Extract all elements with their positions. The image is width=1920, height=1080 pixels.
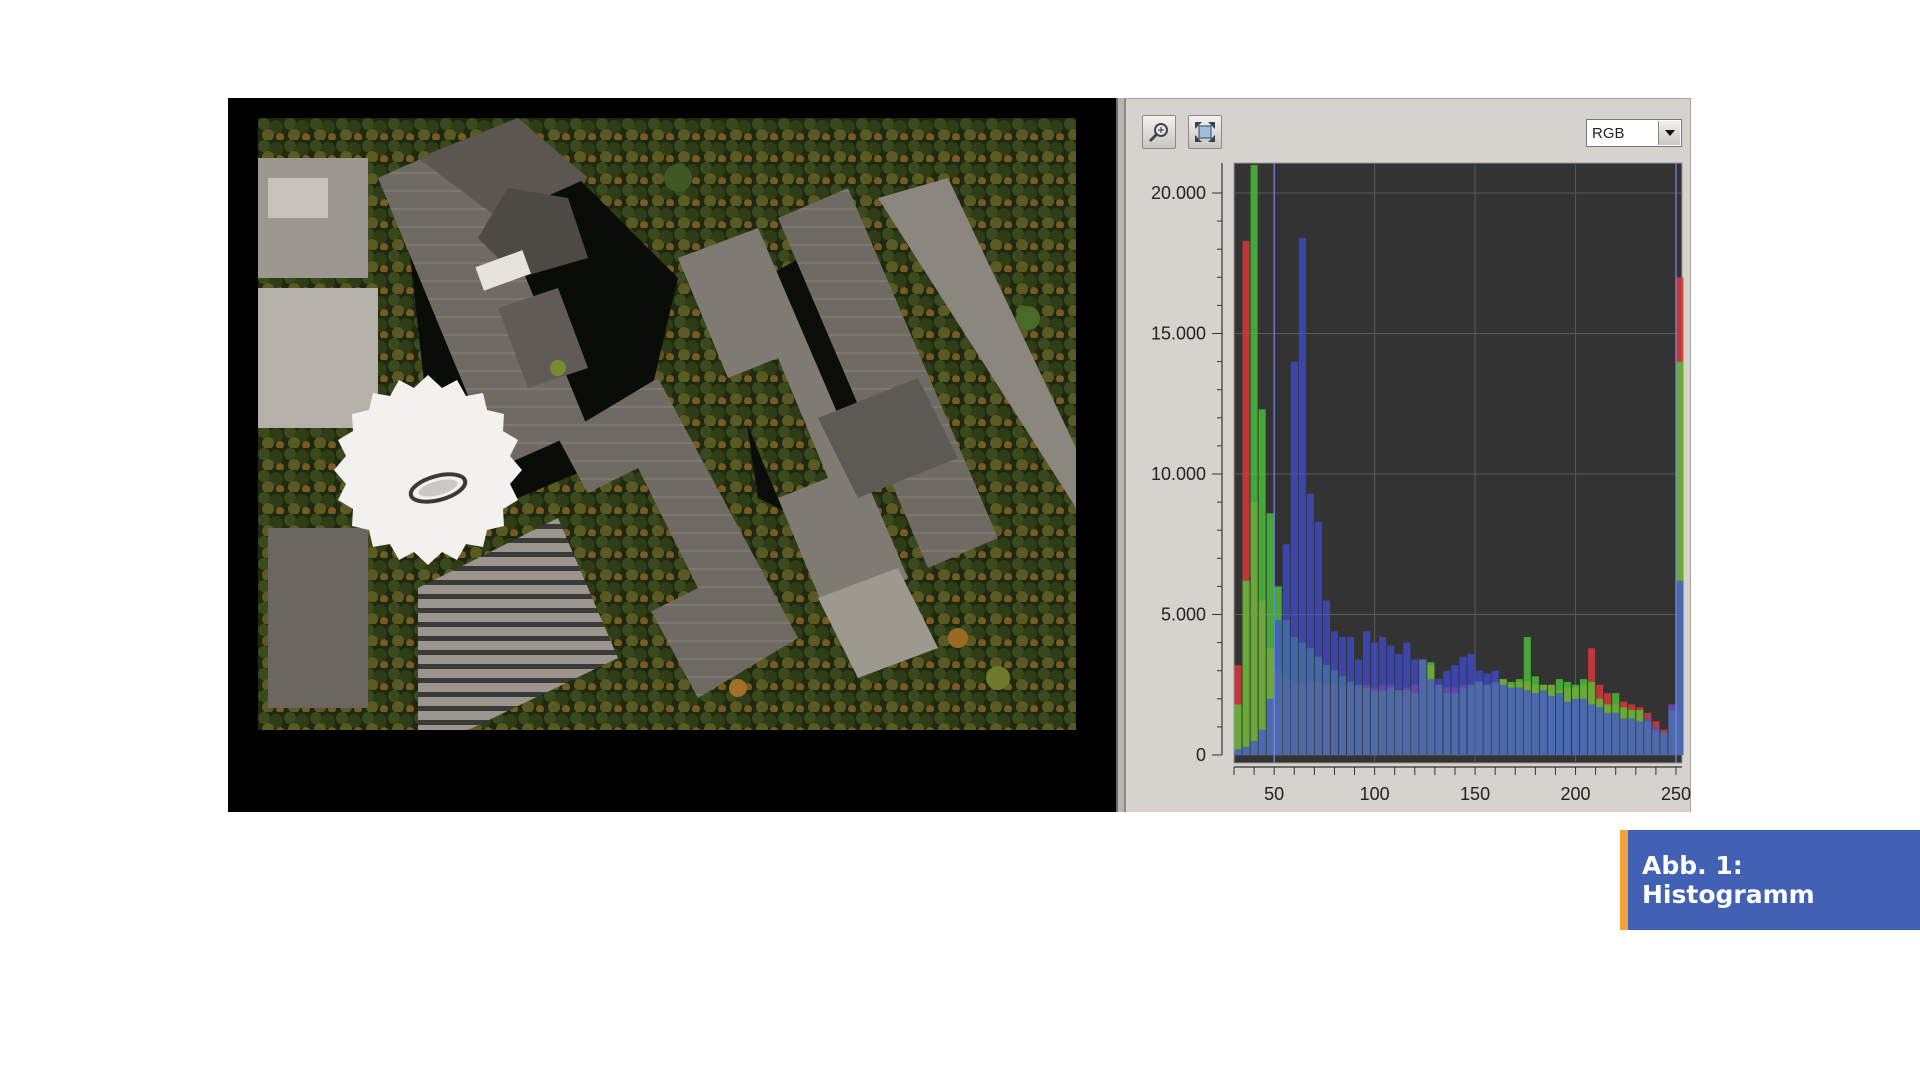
histogram-bar-blue xyxy=(1242,746,1250,755)
histogram-bar-blue xyxy=(1563,701,1572,755)
histogram-bar-blue xyxy=(1363,631,1371,755)
y-tick-label: 0 xyxy=(1196,745,1206,765)
histogram-bar-blue xyxy=(1507,687,1515,755)
histogram-bar-blue xyxy=(1250,740,1258,755)
histogram-bar-blue xyxy=(1475,670,1483,755)
histogram-bar-blue xyxy=(1419,659,1427,755)
histogram-bar-green xyxy=(1242,580,1250,755)
histogram-bar-blue xyxy=(1443,670,1451,755)
histogram-bar-green xyxy=(1676,361,1684,755)
histogram-bar-blue xyxy=(1347,636,1355,755)
histogram-bar-blue xyxy=(1555,693,1563,755)
histogram-bar-blue xyxy=(1395,653,1403,755)
histogram-bar-blue xyxy=(1628,718,1636,755)
aerial-photo xyxy=(258,118,1076,730)
histogram-bar-green xyxy=(1234,704,1242,755)
aerial-image-panel xyxy=(228,98,1116,812)
histogram-bar-blue xyxy=(1668,704,1676,755)
histogram-bar-blue xyxy=(1258,729,1266,755)
histogram-bar-blue xyxy=(1467,653,1475,755)
histogram-bar-blue xyxy=(1612,712,1620,755)
y-tick-label: 5.000 xyxy=(1161,605,1206,625)
histogram-bar-blue xyxy=(1322,600,1330,755)
channel-select-value: RGB xyxy=(1592,125,1625,142)
histogram-bar-blue xyxy=(1282,544,1290,755)
histogram-bar-blue xyxy=(1515,687,1523,755)
histogram-bar-blue xyxy=(1636,721,1644,755)
histogram-bar-blue xyxy=(1620,718,1628,755)
x-tick-label: 200 xyxy=(1561,784,1591,804)
figure-caption: Abb. 1: Histogramm xyxy=(1620,830,1920,930)
histogram-bar-blue xyxy=(1483,673,1491,755)
x-tick-label: 100 xyxy=(1360,784,1390,804)
histogram-bar-blue xyxy=(1306,493,1314,755)
histogram-bar-blue xyxy=(1676,580,1684,755)
histogram-panel: RGB 0 5.000 10.000 15.000 20.000 50 100 150 200 2… xyxy=(1126,98,1691,812)
histogram-bar-blue xyxy=(1371,642,1379,755)
histogram-bar-blue xyxy=(1234,749,1242,755)
histogram-bar-blue xyxy=(1298,237,1306,755)
histogram-bar-blue xyxy=(1266,698,1274,755)
histogram-bar-blue xyxy=(1330,631,1338,755)
channel-select[interactable]: RGB xyxy=(1586,119,1682,147)
zoom-tool-button[interactable] xyxy=(1142,115,1176,149)
histogram-bar-blue xyxy=(1338,636,1347,755)
fit-view-icon xyxy=(1195,122,1215,142)
histogram-bar-blue xyxy=(1572,698,1580,755)
histogram-bar-blue xyxy=(1652,726,1660,755)
chevron-down-icon[interactable] xyxy=(1658,121,1680,145)
fit-view-tool-button[interactable] xyxy=(1188,115,1222,149)
histogram-bar-blue xyxy=(1604,712,1612,755)
histogram-bar-blue xyxy=(1274,620,1282,755)
histogram-bar-blue xyxy=(1539,690,1547,755)
histogram-bar-blue xyxy=(1314,521,1322,755)
histogram-bar-green xyxy=(1258,409,1266,755)
histogram-bar-blue xyxy=(1290,361,1298,755)
y-tick-label: 20.000 xyxy=(1151,183,1206,203)
histogram-bar-blue xyxy=(1523,690,1531,755)
x-tick-label: 50 xyxy=(1264,784,1284,804)
histogram-bar-blue xyxy=(1580,698,1588,755)
histogram-bar-blue xyxy=(1411,659,1419,755)
histogram-bar-blue xyxy=(1387,645,1395,755)
histogram-chart: 0 5.000 10.000 15.000 20.000 50 100 150 200 250 xyxy=(1151,162,1691,804)
histogram-bar-blue xyxy=(1435,679,1443,755)
histogram-bar-blue xyxy=(1644,718,1652,755)
x-tick-label: 150 xyxy=(1460,784,1490,804)
y-tick-label: 15.000 xyxy=(1151,324,1206,344)
histogram-bar-red xyxy=(1242,240,1250,755)
histogram-bar-blue xyxy=(1403,642,1411,755)
panel-splitter[interactable] xyxy=(1116,98,1126,812)
histogram-bar-blue xyxy=(1355,659,1363,755)
histogram-bar-blue xyxy=(1547,695,1555,755)
histogram-bar-blue xyxy=(1499,684,1507,755)
histogram-bar-blue xyxy=(1427,679,1435,755)
histogram-bar-blue xyxy=(1491,670,1499,755)
histogram-bar-blue xyxy=(1459,656,1467,755)
histogram-bar-green xyxy=(1250,165,1258,755)
histogram-bar-blue xyxy=(1596,707,1604,755)
histogram-bar-blue xyxy=(1588,704,1596,755)
y-tick-label: 10.000 xyxy=(1151,464,1206,484)
zoom-magnifier-icon xyxy=(1148,123,1168,143)
histogram-bar-blue xyxy=(1531,693,1539,755)
x-tick-label: 250 xyxy=(1661,784,1691,804)
histogram-bar-blue xyxy=(1660,732,1668,755)
histogram-bar-blue xyxy=(1451,665,1459,755)
histogram-bar-green xyxy=(1266,513,1274,755)
histogram-bar-blue xyxy=(1379,636,1387,755)
